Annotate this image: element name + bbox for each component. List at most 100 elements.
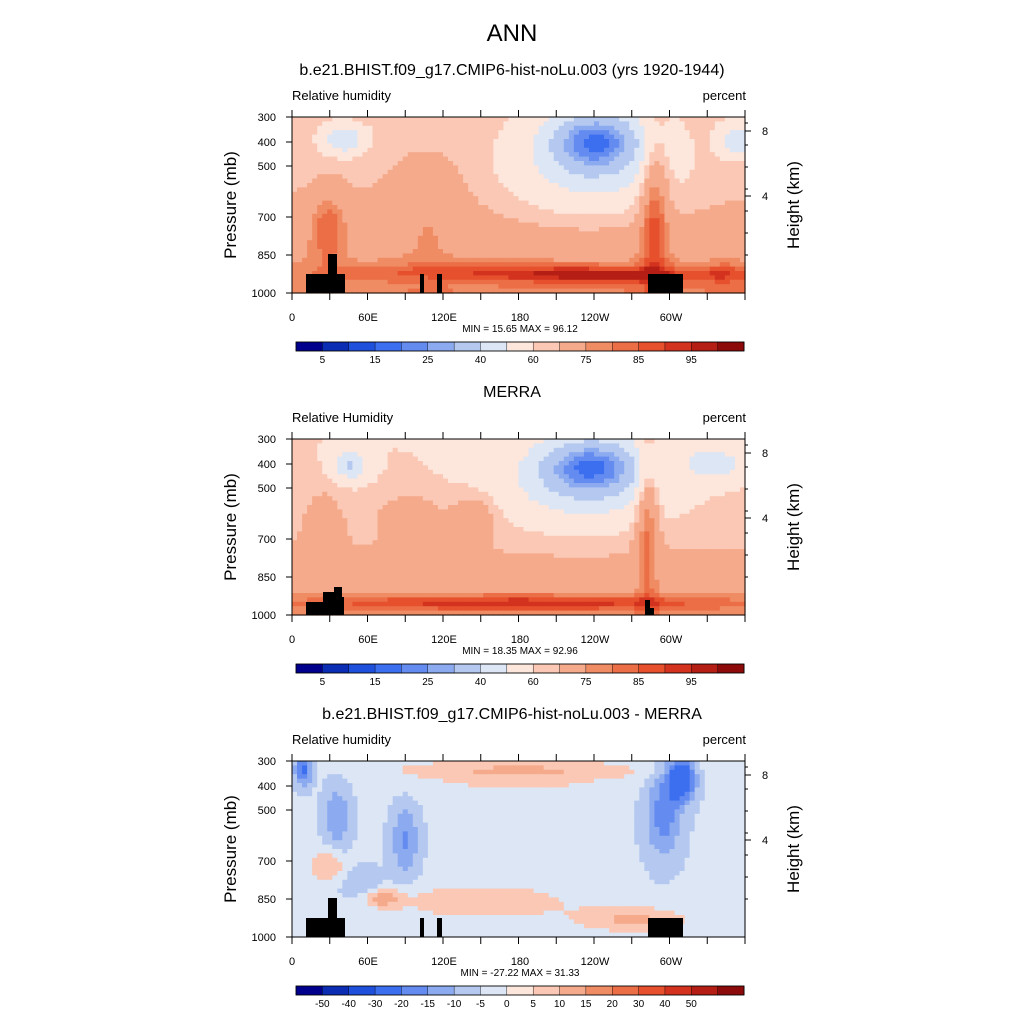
heat-cell	[423, 179, 429, 184]
heat-cell	[508, 452, 514, 457]
heat-cell	[624, 240, 630, 245]
heat-cell	[398, 187, 404, 192]
heat-cell	[589, 218, 595, 223]
heat-cell	[554, 205, 560, 210]
heat-cell	[614, 201, 620, 206]
heat-cell	[604, 267, 610, 272]
heat-cell	[408, 253, 414, 258]
heat-cell	[584, 201, 590, 206]
heat-cell	[619, 249, 625, 254]
heat-cell	[604, 227, 610, 232]
heat-cell	[549, 174, 555, 179]
heat-cell	[594, 152, 600, 157]
heat-cell	[513, 262, 519, 267]
heat-cell	[297, 209, 303, 214]
heat-cell	[559, 121, 565, 126]
heat-cell	[463, 457, 469, 462]
heat-cell	[619, 496, 625, 501]
heat-cell	[357, 174, 363, 179]
heat-cell	[463, 262, 469, 267]
heat-cell	[569, 249, 575, 254]
heat-cell	[453, 126, 459, 131]
heat-cell	[352, 236, 358, 241]
heat-cell	[599, 479, 605, 484]
heat-cell	[513, 205, 519, 210]
heat-cell	[579, 183, 585, 188]
heat-cell	[685, 201, 691, 206]
heat-cell	[458, 280, 464, 285]
heat-cell	[378, 448, 384, 453]
heat-cell	[483, 262, 489, 267]
heat-cell	[312, 267, 318, 272]
heat-cell	[508, 448, 514, 453]
heat-cell	[413, 201, 419, 206]
heat-cell	[544, 170, 550, 175]
heat-cell	[735, 245, 741, 250]
heat-cell	[368, 170, 374, 175]
heat-cell	[715, 492, 721, 497]
heat-cell	[453, 201, 459, 206]
heat-cell	[594, 218, 600, 223]
heat-cell	[614, 143, 620, 148]
heat-cell	[609, 439, 615, 444]
heat-cell	[488, 496, 494, 501]
heat-cell	[629, 253, 635, 258]
heat-cell	[735, 457, 741, 462]
heat-cell	[569, 496, 575, 501]
heat-cell	[383, 161, 389, 166]
heat-cell	[544, 236, 550, 241]
heat-cell	[332, 457, 338, 462]
heat-cell	[503, 465, 509, 470]
heat-cell	[342, 201, 348, 206]
heat-cell	[664, 157, 670, 162]
heat-cell	[599, 121, 605, 126]
heat-cell	[634, 258, 640, 263]
heat-cell	[478, 284, 484, 289]
heat-cell	[398, 135, 404, 140]
heat-cell	[584, 249, 590, 254]
heat-cell	[352, 187, 358, 192]
heat-cell	[292, 253, 298, 258]
heat-cell	[629, 192, 635, 197]
heat-cell	[524, 135, 530, 140]
heat-cell	[564, 275, 570, 280]
heat-cell	[418, 143, 424, 148]
heat-cell	[337, 157, 343, 162]
heat-cell	[362, 148, 368, 153]
heat-cell	[624, 236, 630, 241]
heat-cell	[735, 218, 741, 223]
heat-cell	[332, 139, 338, 144]
heat-cell	[644, 483, 650, 488]
heat-cell	[493, 245, 499, 250]
heat-cell	[297, 487, 303, 492]
heat-cell	[644, 470, 650, 475]
heat-cell	[675, 448, 681, 453]
heat-cell	[508, 236, 514, 241]
page-title: ANN	[0, 20, 1024, 48]
heat-cell	[529, 152, 535, 157]
heat-cell	[529, 187, 535, 192]
heat-cell	[458, 479, 464, 484]
heat-cell	[448, 196, 454, 201]
heat-cell	[368, 284, 374, 289]
heat-cell	[508, 457, 514, 462]
heat-cell	[433, 448, 439, 453]
heat-cell	[569, 214, 575, 219]
heat-cell	[670, 249, 676, 254]
heat-cell	[453, 474, 459, 479]
heat-cell	[493, 170, 499, 175]
heat-cell	[297, 223, 303, 228]
heat-cell	[529, 174, 535, 179]
heat-cell	[488, 218, 494, 223]
heat-cell	[534, 130, 540, 135]
heat-cell	[347, 161, 353, 166]
heat-cell	[393, 187, 399, 192]
heat-cell	[498, 249, 504, 254]
heat-cell	[468, 170, 474, 175]
heat-cell	[307, 218, 313, 223]
heat-cell	[710, 183, 716, 188]
heat-cell	[312, 121, 318, 126]
heat-cell	[644, 165, 650, 170]
heat-cell	[529, 143, 535, 148]
heat-cell	[609, 474, 615, 479]
